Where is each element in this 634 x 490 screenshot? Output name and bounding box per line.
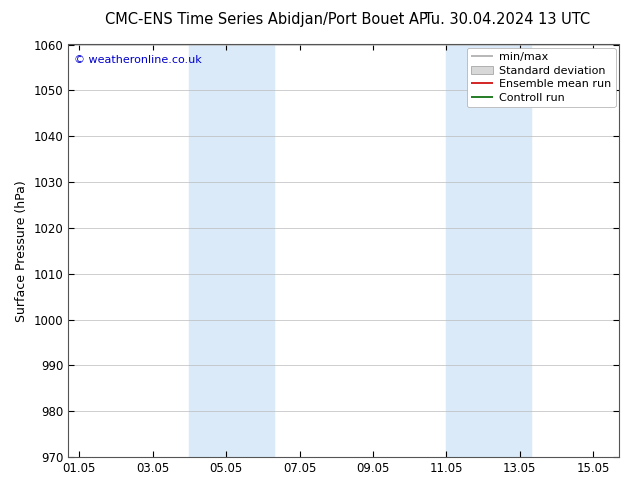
Text: CMC-ENS Time Series Abidjan/Port Bouet AP: CMC-ENS Time Series Abidjan/Port Bouet A… — [105, 12, 428, 27]
Bar — [190, 45, 274, 457]
Legend: min/max, Standard deviation, Ensemble mean run, Controll run: min/max, Standard deviation, Ensemble me… — [467, 48, 616, 107]
Text: © weatheronline.co.uk: © weatheronline.co.uk — [74, 55, 202, 65]
Text: Tu. 30.04.2024 13 UTC: Tu. 30.04.2024 13 UTC — [424, 12, 590, 27]
Bar — [446, 45, 531, 457]
Y-axis label: Surface Pressure (hPa): Surface Pressure (hPa) — [15, 180, 28, 322]
